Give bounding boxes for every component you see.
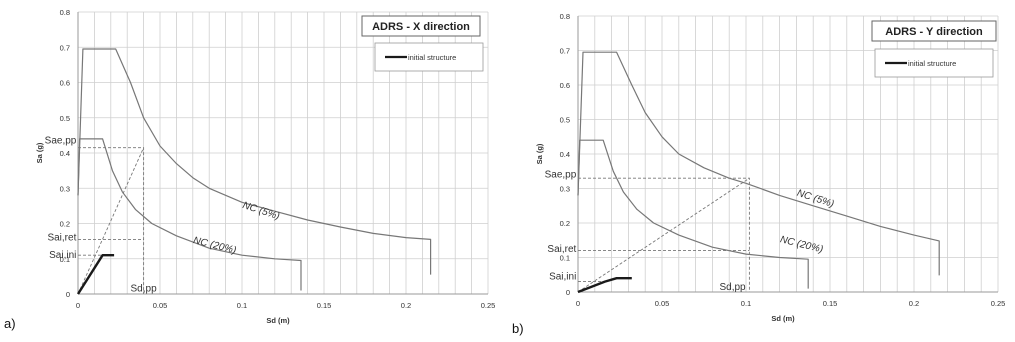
y-tick-label: 0.4 [60, 149, 70, 158]
guide-dashed-line [77, 147, 145, 295]
initial-structure-curve [577, 277, 632, 294]
y-tick-label: 0.6 [60, 79, 70, 88]
y-axis-label: Sa (g) [535, 143, 544, 164]
y-tick-label: 0.6 [560, 81, 570, 90]
x-tick-label: 0.25 [481, 301, 496, 310]
y-tick-label: 0 [566, 288, 570, 297]
nc-5-curve [77, 48, 432, 275]
y-tick-label: 0.5 [60, 114, 70, 123]
grid [78, 11, 489, 294]
chart-title-box [361, 15, 481, 37]
x-tick-label: 0.15 [823, 299, 838, 308]
y-tick-label: 0.8 [60, 8, 70, 17]
chart-panel-a: 0 0.1 0.2 0.3 0.4 0.5 0.6 0.7 0.8 0 0.05 0.1 0.15 0.2… [4, 8, 495, 331]
x-tick-label: 0 [76, 301, 80, 310]
x-tick-label: 0.25 [991, 299, 1006, 308]
y-tick-label: 0.3 [560, 185, 570, 194]
guide-dashed-line [78, 147, 145, 294]
nc-20-curve [77, 138, 302, 291]
annotation-label: Sai,ret [47, 233, 76, 244]
annotation-label: Sai,ini [49, 250, 76, 261]
y-tick-label: 0.5 [560, 116, 570, 125]
x-tick-label: 0.05 [153, 301, 168, 310]
y-tick-label: 0.1 [560, 254, 570, 263]
panel-label: b) [512, 321, 524, 336]
y-tick-label: 0.2 [560, 219, 570, 228]
x-tick-label: 0.2 [909, 299, 919, 308]
x-tick-label: 0.15 [317, 301, 332, 310]
y-tick-label: 0.1 [60, 255, 70, 264]
curve-label: NC (20%) [192, 235, 237, 256]
y-tick-label: 0.7 [560, 47, 570, 56]
nc-20-curve [577, 139, 809, 289]
y-tick-label: 0.8 [560, 12, 570, 21]
chart-title: ADRS - X direction [372, 21, 470, 33]
chart-title-box [871, 20, 997, 42]
annotation-label: Sae,pp [545, 170, 577, 181]
x-tick-label: 0 [576, 299, 580, 308]
x-axis-label: Sd (m) [266, 316, 290, 325]
x-tick-label: 0.1 [741, 299, 751, 308]
panel-label: a) [4, 316, 16, 331]
y-tick-label: 0.7 [60, 43, 70, 52]
y-tick-label: 0.3 [60, 184, 70, 193]
annotation-label: Sai,ret [547, 244, 576, 255]
y-tick-label: 0 [66, 290, 70, 299]
y-tick-label: 0.2 [60, 220, 70, 229]
x-axis-label: Sd (m) [771, 314, 795, 323]
chart-title: ADRS - Y direction [885, 26, 983, 38]
legend-label: initial structure [408, 53, 456, 62]
y-axis-label: Sa (g) [35, 142, 44, 163]
x-tick-label: 0.1 [237, 301, 247, 310]
initial-structure-curve [76, 254, 115, 295]
chart-panel-b: 0 0.1 0.2 0.3 0.4 0.5 0.6 0.7 0.8 0 0.05 0.1 0.15 0.2… [512, 12, 1005, 336]
x-tick-label: 0.05 [655, 299, 670, 308]
nc-5-curve [577, 51, 940, 276]
annotation-label: Sd,pp [131, 284, 158, 295]
y-tick-label: 0.4 [560, 150, 570, 159]
annotation-label: Sd,pp [719, 282, 746, 293]
annotation-label: Sai,ini [549, 271, 576, 282]
guide-dashed-line [577, 177, 750, 293]
x-tick-label: 0.2 [401, 301, 411, 310]
legend-label: initial structure [908, 59, 956, 68]
annotation-label: Sae,pp [45, 136, 77, 147]
curve-label: NC (20%) [779, 234, 824, 255]
